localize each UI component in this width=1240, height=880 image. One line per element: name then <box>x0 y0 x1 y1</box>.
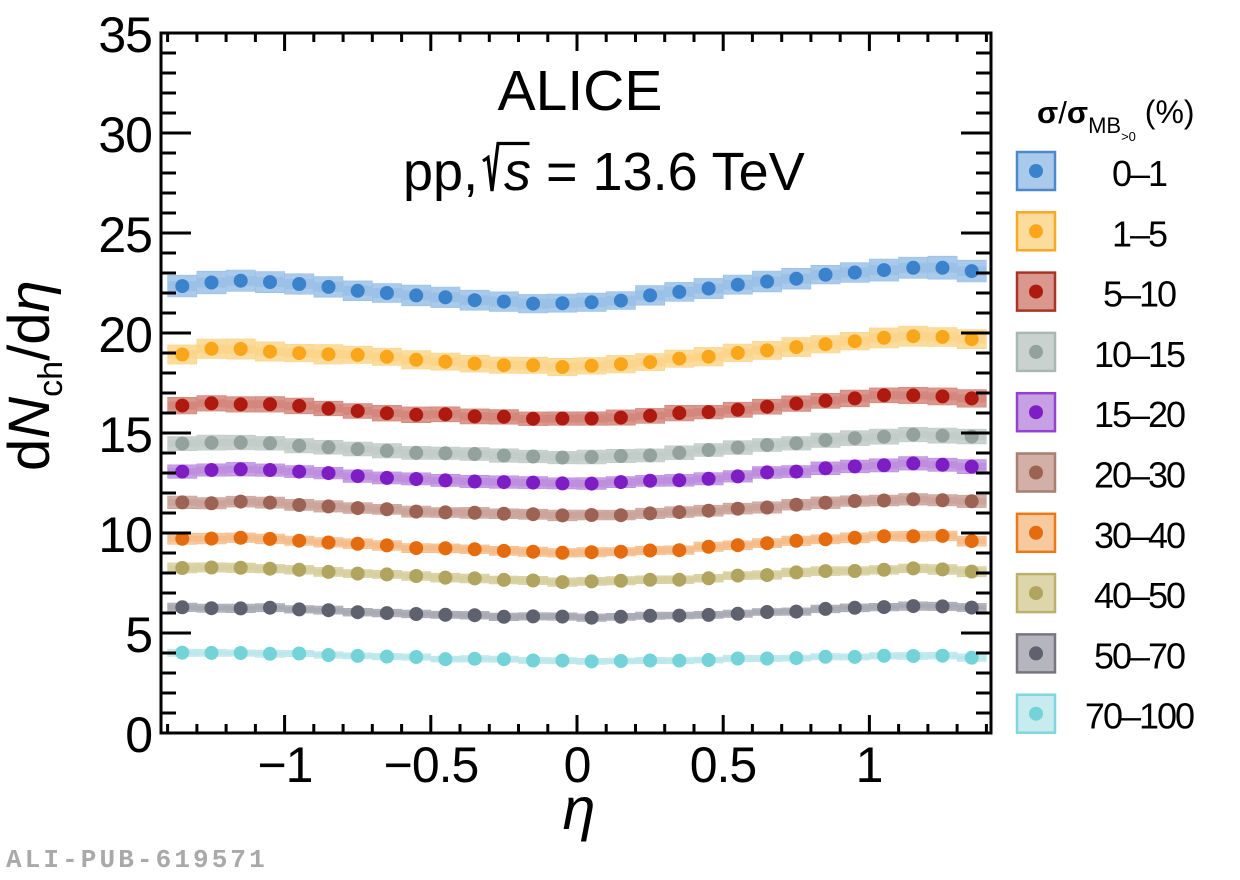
svg-text:20: 20 <box>98 307 152 363</box>
svg-text:15: 15 <box>98 407 152 463</box>
svg-text:70–100: 70–100 <box>1085 696 1194 737</box>
svg-text:25: 25 <box>98 207 152 263</box>
svg-text:0–1: 0–1 <box>1112 153 1167 194</box>
svg-text:s: s <box>504 142 531 202</box>
svg-text:= 13.6 TeV: = 13.6 TeV <box>546 142 805 202</box>
svg-text:30: 30 <box>98 107 152 163</box>
svg-text:ALI-PUB-619571: ALI-PUB-619571 <box>6 845 268 875</box>
svg-text:15–20: 15–20 <box>1094 394 1185 435</box>
svg-text:35: 35 <box>98 7 152 63</box>
svg-text:20–30: 20–30 <box>1094 455 1185 496</box>
svg-text:0: 0 <box>125 707 152 763</box>
svg-text:50–70: 50–70 <box>1094 635 1185 676</box>
svg-text:ALICE: ALICE <box>498 59 663 123</box>
svg-text:0.5: 0.5 <box>690 737 757 793</box>
svg-text:dNch/dη: dNch/dη <box>0 280 70 471</box>
svg-text:5–10: 5–10 <box>1103 274 1176 315</box>
svg-text:η: η <box>563 776 596 842</box>
svg-text:0: 0 <box>564 737 591 793</box>
svg-text:pp,: pp, <box>403 142 478 202</box>
svg-text:−0.5: −0.5 <box>384 737 479 793</box>
svg-text:10–15: 10–15 <box>1094 334 1185 375</box>
svg-text:40–50: 40–50 <box>1094 575 1185 616</box>
svg-text:1–5: 1–5 <box>1112 213 1167 254</box>
svg-text:5: 5 <box>125 607 152 663</box>
svg-text:1: 1 <box>856 737 883 793</box>
svg-text:−1: −1 <box>257 737 312 793</box>
svg-text:30–40: 30–40 <box>1094 515 1185 556</box>
svg-text:10: 10 <box>98 507 152 563</box>
